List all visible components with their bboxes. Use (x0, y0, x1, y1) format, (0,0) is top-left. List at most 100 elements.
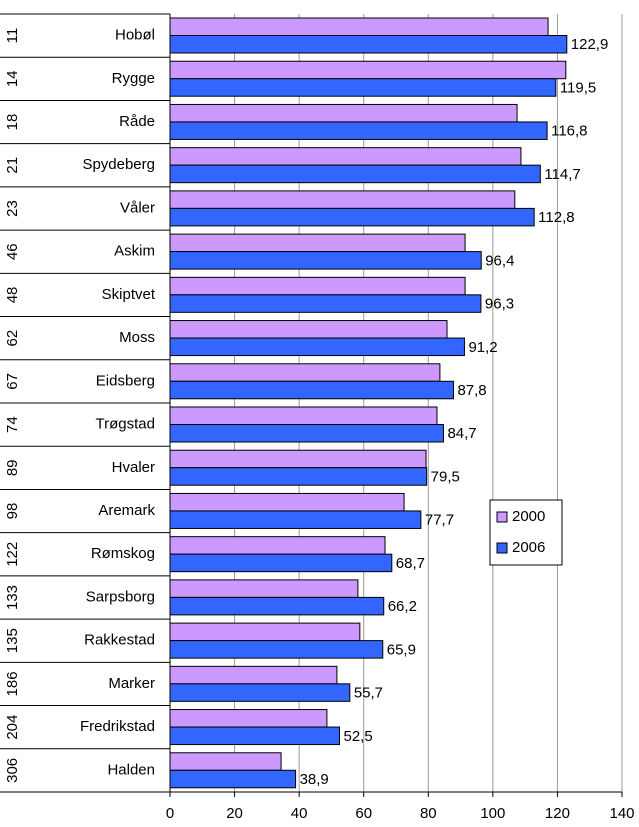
bar (169, 492, 405, 512)
value-label: 96,4 (485, 252, 514, 269)
category-label: Trøgstad (96, 416, 155, 433)
bar (169, 449, 427, 469)
category-label: Hvaler (112, 459, 155, 476)
bar (169, 579, 359, 598)
category-label: Halden (107, 761, 155, 778)
category-label: Aremark (98, 502, 155, 519)
rank-label: 62 (4, 330, 21, 347)
bar (169, 380, 454, 400)
category-label: Sarpsborg (86, 588, 155, 605)
rank-label: 186 (4, 671, 21, 696)
bar (169, 103, 518, 123)
rank-label: 122 (4, 542, 21, 567)
legend-box (489, 499, 563, 566)
bar (169, 60, 567, 80)
value-label: 119,5 (560, 79, 596, 96)
bar (169, 35, 568, 54)
x-tick-label: 60 (355, 805, 372, 822)
value-label: 84,7 (447, 425, 476, 442)
rank-label: 204 (4, 715, 21, 740)
rank-label: 89 (4, 459, 21, 476)
bar (169, 294, 482, 313)
category-label: Rakkestad (84, 632, 155, 649)
rank-label: 48 (4, 287, 21, 304)
bar (169, 536, 386, 555)
x-tick-label: 40 (291, 805, 308, 822)
bar (169, 233, 466, 253)
bar (169, 467, 428, 486)
value-label: 87,8 (457, 382, 486, 399)
bar (169, 164, 541, 184)
bar (169, 665, 338, 685)
category-label: Fredrikstad (80, 718, 155, 735)
rank-label: 18 (4, 114, 21, 131)
x-tick-label: 140 (609, 805, 634, 822)
rank-label: 306 (4, 758, 21, 783)
rank-label: 98 (4, 503, 21, 520)
x-tick-label: 0 (166, 805, 174, 822)
x-tick-label: 20 (226, 805, 243, 822)
legend-label: 2000 (512, 508, 545, 525)
bar (169, 207, 535, 227)
bar (169, 709, 328, 728)
category-label: Hobøl (115, 27, 155, 44)
value-label: 122,9 (571, 36, 609, 53)
x-tick-label: 80 (420, 805, 437, 822)
bar (169, 683, 351, 702)
bar (169, 640, 384, 659)
value-label: 66,2 (388, 598, 417, 615)
rank-label: 11 (4, 28, 21, 44)
value-label: 79,5 (431, 468, 460, 485)
value-label: 65,9 (387, 641, 416, 658)
category-label: Våler (120, 199, 155, 216)
rank-label: 133 (4, 585, 21, 610)
value-label: 55,7 (354, 685, 383, 702)
bar (169, 363, 441, 382)
category-label: Rømskog (91, 545, 155, 562)
x-tick-label: 100 (480, 805, 505, 822)
category-label: Moss (119, 329, 155, 346)
category-label: Råde (119, 113, 155, 130)
value-label: 112,8 (538, 209, 574, 226)
bar (169, 726, 340, 746)
rank-label: 135 (4, 628, 21, 653)
value-label: 77,7 (425, 512, 454, 529)
bar (169, 121, 548, 140)
category-label: Rygge (112, 70, 155, 87)
bar (169, 276, 466, 296)
category-label: Marker (108, 675, 155, 692)
value-label: 96,3 (485, 296, 514, 313)
bar (169, 510, 422, 529)
value-label: 68,7 (396, 555, 425, 572)
x-tick-label: 120 (545, 805, 570, 822)
bar (169, 147, 522, 166)
rank-label: 46 (4, 243, 21, 260)
category-label: Spydeberg (82, 156, 155, 173)
bar (169, 424, 444, 443)
value-label: 91,2 (468, 339, 497, 356)
value-label: 116,8 (551, 123, 587, 140)
bar (169, 78, 557, 97)
legend-swatch (496, 511, 508, 523)
bar (169, 406, 438, 425)
category-label: Askim (114, 243, 155, 260)
rank-label: 21 (4, 157, 21, 174)
bar (169, 622, 361, 642)
bar (169, 596, 385, 616)
rank-label: 67 (4, 373, 21, 390)
bar (169, 553, 393, 573)
legend-swatch (496, 542, 508, 554)
rank-label: 14 (4, 70, 21, 87)
bar (169, 752, 282, 771)
legend-label: 2006 (512, 539, 545, 556)
value-label: 38,9 (300, 771, 329, 788)
bar (169, 337, 465, 357)
bar (169, 251, 482, 270)
rank-label: 74 (4, 416, 21, 433)
bar (169, 320, 448, 339)
bar (169, 17, 549, 36)
bar (169, 190, 516, 209)
value-label: 52,5 (344, 728, 373, 745)
category-label: Skiptvet (102, 286, 156, 303)
